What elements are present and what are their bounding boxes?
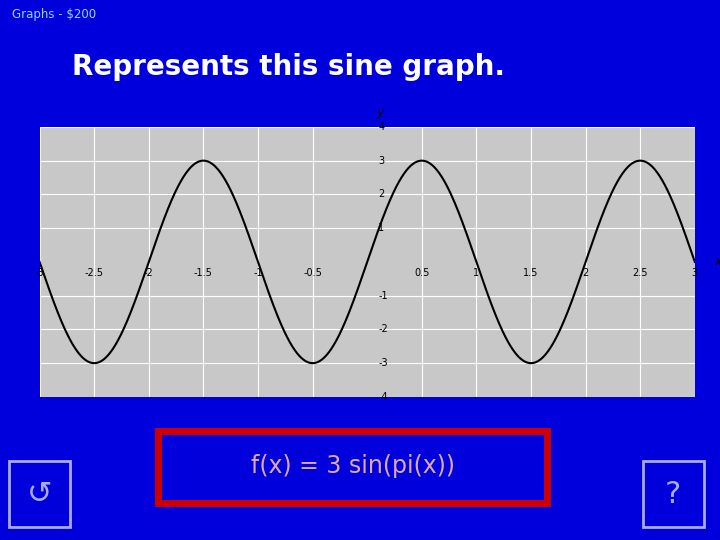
Text: -2: -2 [144,268,153,278]
Text: Graphs - $200: Graphs - $200 [12,8,96,22]
Text: ↺: ↺ [27,480,53,509]
Text: 1: 1 [473,268,480,278]
Text: -0.5: -0.5 [303,268,322,278]
Text: -2: -2 [378,325,388,334]
Text: -1.5: -1.5 [194,268,213,278]
FancyBboxPatch shape [9,461,70,527]
Text: 2: 2 [378,190,384,199]
Text: -3: -3 [35,268,45,278]
Text: -1: -1 [253,268,263,278]
FancyBboxPatch shape [643,461,703,527]
Text: x: x [714,255,720,268]
Text: -1: -1 [378,291,388,301]
Text: 1.5: 1.5 [523,268,539,278]
Text: -2.5: -2.5 [85,268,104,278]
Text: 1: 1 [378,223,384,233]
Text: 2: 2 [582,268,589,278]
Text: 2.5: 2.5 [632,268,648,278]
FancyBboxPatch shape [158,431,547,503]
Text: -3: -3 [378,358,388,368]
Text: ?: ? [665,480,681,509]
Text: Represents this sine graph.: Represents this sine graph. [72,53,505,82]
Text: 0.5: 0.5 [414,268,430,278]
Text: 3: 3 [692,268,698,278]
Text: 3: 3 [378,156,384,166]
Text: -4: -4 [378,392,388,402]
Text: 4: 4 [378,122,384,132]
Text: f(x) = 3 sin(pi(x)): f(x) = 3 sin(pi(x)) [251,454,455,478]
Text: y: y [377,106,384,119]
